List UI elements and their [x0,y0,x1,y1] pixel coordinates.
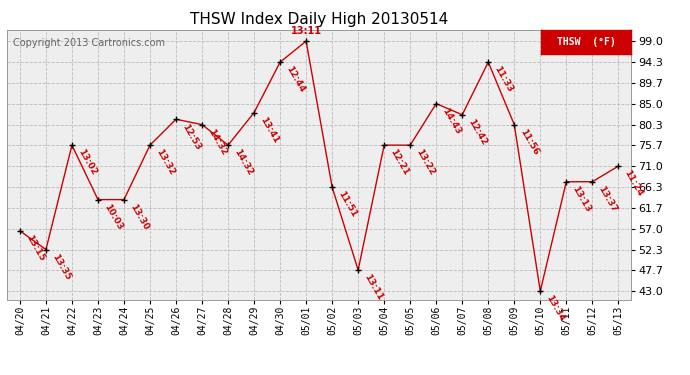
Text: 14:32: 14:32 [233,148,255,177]
Text: 13:22: 13:22 [415,148,437,177]
Text: 10:03: 10:03 [102,202,124,231]
Text: Copyright 2013 Cartronics.com: Copyright 2013 Cartronics.com [13,38,165,48]
Title: THSW Index Daily High 20130514: THSW Index Daily High 20130514 [190,12,448,27]
Text: 13:02: 13:02 [76,148,98,177]
Text: 13:34: 13:34 [544,294,566,323]
Text: 13:32: 13:32 [154,148,176,177]
Text: 13:30: 13:30 [128,202,150,231]
Text: 13:15: 13:15 [24,234,46,263]
Text: 11:51: 11:51 [336,190,358,219]
Text: 12:44: 12:44 [284,65,306,94]
Text: 12:42: 12:42 [466,118,489,147]
Text: 13:35: 13:35 [50,252,72,282]
Text: 13:11: 13:11 [362,273,384,302]
Text: 13:11: 13:11 [290,26,322,36]
Text: 12:21: 12:21 [388,148,411,177]
Text: 14:32: 14:32 [206,128,228,157]
Text: 11:24: 11:24 [622,169,644,198]
Text: 13:37: 13:37 [596,184,619,214]
Text: 14:43: 14:43 [440,106,462,136]
Text: 12:53: 12:53 [180,122,202,152]
Text: 11:56: 11:56 [518,128,540,157]
Text: 13:41: 13:41 [258,116,280,145]
Text: 11:33: 11:33 [493,65,515,94]
Text: 13:13: 13:13 [571,184,593,214]
